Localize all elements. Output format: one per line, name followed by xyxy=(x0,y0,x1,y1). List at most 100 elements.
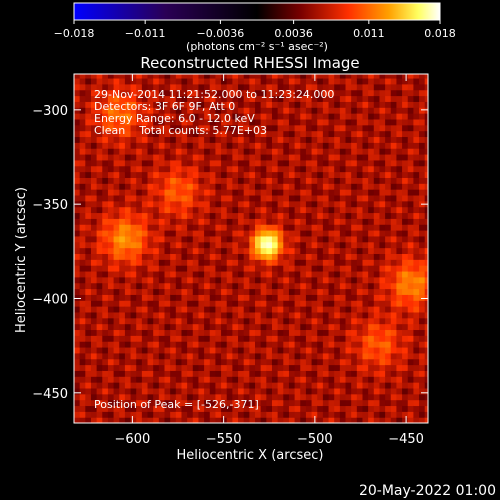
heatmap-cell xyxy=(74,364,81,371)
heatmap-cell xyxy=(232,288,239,295)
heatmap-cell xyxy=(107,317,115,325)
heatmap-cell xyxy=(288,346,296,354)
heatmap-cell xyxy=(283,306,290,313)
heatmap-cell xyxy=(294,230,301,237)
heatmap-cell xyxy=(102,259,109,266)
heatmap-cell xyxy=(85,165,92,173)
heatmap-cell xyxy=(107,376,115,383)
heatmap-cell xyxy=(294,411,301,418)
heatmap-cell xyxy=(419,136,426,143)
heatmap-cell xyxy=(373,335,381,342)
heatmap-cell xyxy=(407,323,415,331)
heatmap-cell xyxy=(345,95,352,102)
heatmap-cell xyxy=(283,282,290,290)
heatmap-cell xyxy=(113,171,120,178)
heatmap-cell xyxy=(232,218,239,225)
heatmap-cell xyxy=(385,136,392,143)
heatmap-cell xyxy=(260,113,267,120)
heatmap-cell xyxy=(413,241,420,249)
heatmap-cell xyxy=(226,270,233,278)
heatmap-cell xyxy=(255,276,262,284)
heatmap-cell xyxy=(232,130,239,138)
heatmap-cell xyxy=(260,206,267,214)
heatmap-cell xyxy=(396,282,403,290)
heatmap-cell xyxy=(328,153,335,161)
heatmap-cell xyxy=(351,265,358,272)
heatmap-cell xyxy=(402,399,409,407)
heatmap-cell xyxy=(339,74,347,79)
heatmap-cell xyxy=(396,276,403,284)
heatmap-cell xyxy=(402,387,409,395)
heatmap-cell xyxy=(317,387,324,395)
heatmap-cell xyxy=(334,159,341,167)
heatmap-cell xyxy=(85,206,92,214)
heatmap-cell xyxy=(153,212,160,219)
heatmap-cell xyxy=(317,241,324,249)
heatmap-cell xyxy=(153,165,160,173)
heatmap-cell xyxy=(232,74,239,79)
heatmap-cell xyxy=(119,411,126,418)
heatmap-cell xyxy=(266,341,273,348)
heatmap-cell xyxy=(221,130,228,138)
heatmap-cell xyxy=(322,83,330,91)
heatmap-cell xyxy=(238,101,245,108)
heatmap-cell xyxy=(351,124,358,132)
heatmap-cell xyxy=(255,171,262,178)
heatmap-cell xyxy=(419,153,426,161)
heatmap-cell xyxy=(164,411,171,418)
heatmap-cell xyxy=(317,142,324,149)
heatmap-cell xyxy=(317,218,324,225)
heatmap-cell xyxy=(379,224,386,231)
heatmap-cell xyxy=(74,335,81,342)
heatmap-cell xyxy=(136,153,143,161)
heatmap-cell xyxy=(419,265,426,272)
heatmap-cell xyxy=(79,382,86,389)
heatmap-cell xyxy=(328,376,335,383)
heatmap-cell xyxy=(238,405,245,412)
heatmap-cell xyxy=(379,288,386,295)
heatmap-cell xyxy=(243,153,250,161)
heatmap-cell xyxy=(339,247,347,255)
heatmap-cell xyxy=(413,83,420,91)
heatmap-cell xyxy=(141,177,149,184)
heatmap-cell xyxy=(124,376,132,383)
heatmap-cell xyxy=(277,341,284,348)
heatmap-cell xyxy=(90,136,98,143)
heatmap-cell xyxy=(305,352,313,360)
heatmap-cell xyxy=(334,183,341,190)
heatmap-cell xyxy=(198,124,205,132)
heatmap-cell xyxy=(266,300,273,307)
heatmap-cell xyxy=(277,387,284,395)
heatmap-cell xyxy=(164,282,171,290)
heatmap-cell xyxy=(311,224,318,231)
heatmap-cell xyxy=(147,259,154,266)
heatmap-cell xyxy=(271,376,279,383)
heatmap-cell xyxy=(164,352,171,360)
heatmap-cell xyxy=(277,265,284,272)
heatmap-cell xyxy=(164,387,171,395)
heatmap-cell xyxy=(113,376,120,383)
heatmap-cell xyxy=(345,194,352,202)
heatmap-cell xyxy=(390,183,398,190)
heatmap-cell xyxy=(419,224,426,231)
heatmap-cell xyxy=(419,83,426,91)
heatmap-cell xyxy=(153,294,160,301)
heatmap-cell xyxy=(283,247,290,255)
heatmap-cell xyxy=(300,235,307,243)
heatmap-cell xyxy=(419,364,426,371)
heatmap-cell xyxy=(102,124,109,132)
heatmap-cell xyxy=(209,74,217,79)
heatmap-cell xyxy=(322,253,330,260)
heatmap-cell xyxy=(385,235,392,243)
heatmap-cell xyxy=(130,364,137,371)
heatmap-cell xyxy=(300,194,307,202)
heatmap-cell xyxy=(351,77,358,85)
heatmap-cell xyxy=(141,130,149,138)
heatmap-cell xyxy=(215,230,222,237)
heatmap-cell xyxy=(192,364,200,371)
heatmap-cell xyxy=(311,83,318,91)
heatmap-cell xyxy=(153,259,160,266)
heatmap-cell xyxy=(192,136,200,143)
heatmap-cell xyxy=(141,370,149,377)
heatmap-cell xyxy=(322,370,330,377)
